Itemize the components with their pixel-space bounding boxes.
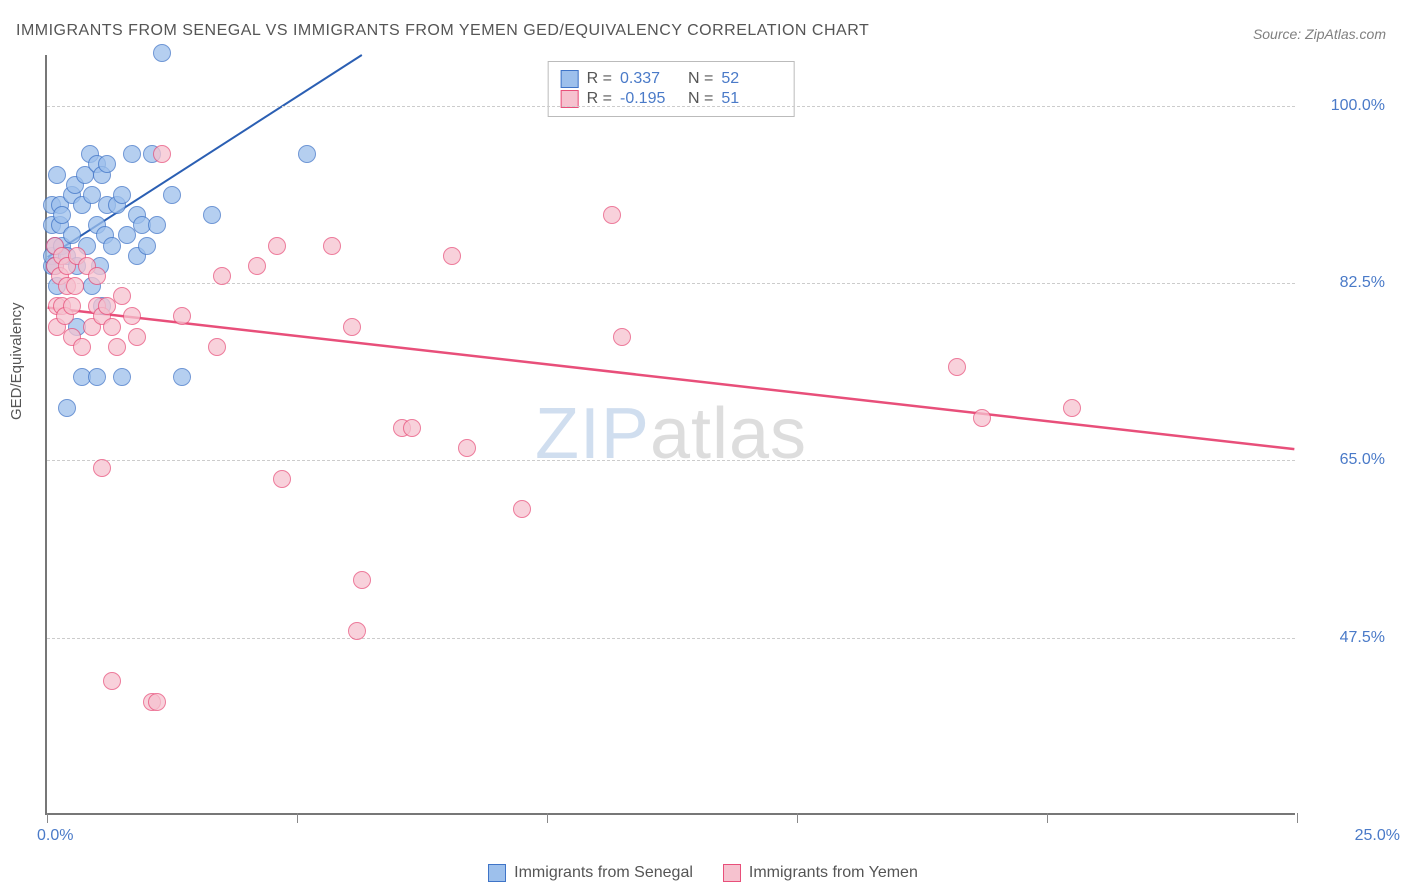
data-point [208, 338, 226, 356]
data-point [73, 338, 91, 356]
data-point [153, 44, 171, 62]
x-tick [47, 813, 48, 823]
correlation-legend: R = 0.337 N = 52 R = -0.195 N = 51 [548, 61, 795, 117]
data-point [173, 368, 191, 386]
data-point [213, 267, 231, 285]
data-point [113, 287, 131, 305]
data-point [973, 409, 991, 427]
data-point [248, 257, 266, 275]
chart-title: IMMIGRANTS FROM SENEGAL VS IMMIGRANTS FR… [16, 22, 869, 40]
chart-container: IMMIGRANTS FROM SENEGAL VS IMMIGRANTS FR… [0, 0, 1406, 892]
y-tick-label: 65.0% [1305, 451, 1385, 469]
data-point [268, 237, 286, 255]
data-point [323, 237, 341, 255]
data-point [63, 297, 81, 315]
data-point [103, 318, 121, 336]
y-tick-label: 82.5% [1305, 274, 1385, 292]
data-point [123, 145, 141, 163]
x-tick [1047, 813, 1048, 823]
legend-swatch-yemen-bottom [723, 864, 741, 882]
data-point [948, 358, 966, 376]
data-point [173, 307, 191, 325]
x-tick [797, 813, 798, 823]
gridline [47, 106, 1295, 107]
data-point [348, 622, 366, 640]
data-point [128, 328, 146, 346]
series-legend: Immigrants from Senegal Immigrants from … [0, 864, 1406, 882]
data-point [53, 206, 71, 224]
data-point [93, 459, 111, 477]
data-point [163, 186, 181, 204]
x-tick-max: 25.0% [1300, 827, 1400, 845]
data-point [108, 338, 126, 356]
data-point [603, 206, 621, 224]
data-point [148, 693, 166, 711]
y-tick-label: 100.0% [1305, 97, 1385, 115]
data-point [138, 237, 156, 255]
data-point [103, 672, 121, 690]
y-axis-label: GED/Equivalency [8, 302, 25, 420]
n-value-senegal: 52 [721, 70, 781, 88]
data-point [88, 267, 106, 285]
gridline [47, 283, 1295, 284]
source-label: Source: ZipAtlas.com [1253, 26, 1386, 42]
data-point [88, 368, 106, 386]
r-value-senegal: 0.337 [620, 70, 680, 88]
data-point [443, 247, 461, 265]
x-tick-min: 0.0% [37, 827, 73, 845]
data-point [153, 145, 171, 163]
data-point [203, 206, 221, 224]
data-point [403, 419, 421, 437]
trend-lines [47, 55, 1295, 813]
data-point [113, 368, 131, 386]
plot-area: ZIPatlas R = 0.337 N = 52 R = -0.195 N =… [45, 55, 1295, 815]
data-point [58, 399, 76, 417]
x-tick [547, 813, 548, 823]
data-point [273, 470, 291, 488]
data-point [66, 277, 84, 295]
data-point [113, 186, 131, 204]
data-point [48, 166, 66, 184]
gridline [47, 460, 1295, 461]
data-point [343, 318, 361, 336]
data-point [1063, 399, 1081, 417]
data-point [513, 500, 531, 518]
data-point [123, 307, 141, 325]
data-point [353, 571, 371, 589]
y-tick-label: 47.5% [1305, 629, 1385, 647]
legend-label-senegal: Immigrants from Senegal [514, 864, 693, 882]
legend-swatch-senegal [561, 70, 579, 88]
x-tick [297, 813, 298, 823]
data-point [298, 145, 316, 163]
gridline [47, 638, 1295, 639]
data-point [148, 216, 166, 234]
data-point [98, 155, 116, 173]
legend-swatch-senegal-bottom [488, 864, 506, 882]
data-point [613, 328, 631, 346]
x-tick [1297, 813, 1298, 823]
data-point [458, 439, 476, 457]
legend-label-yemen: Immigrants from Yemen [749, 864, 918, 882]
